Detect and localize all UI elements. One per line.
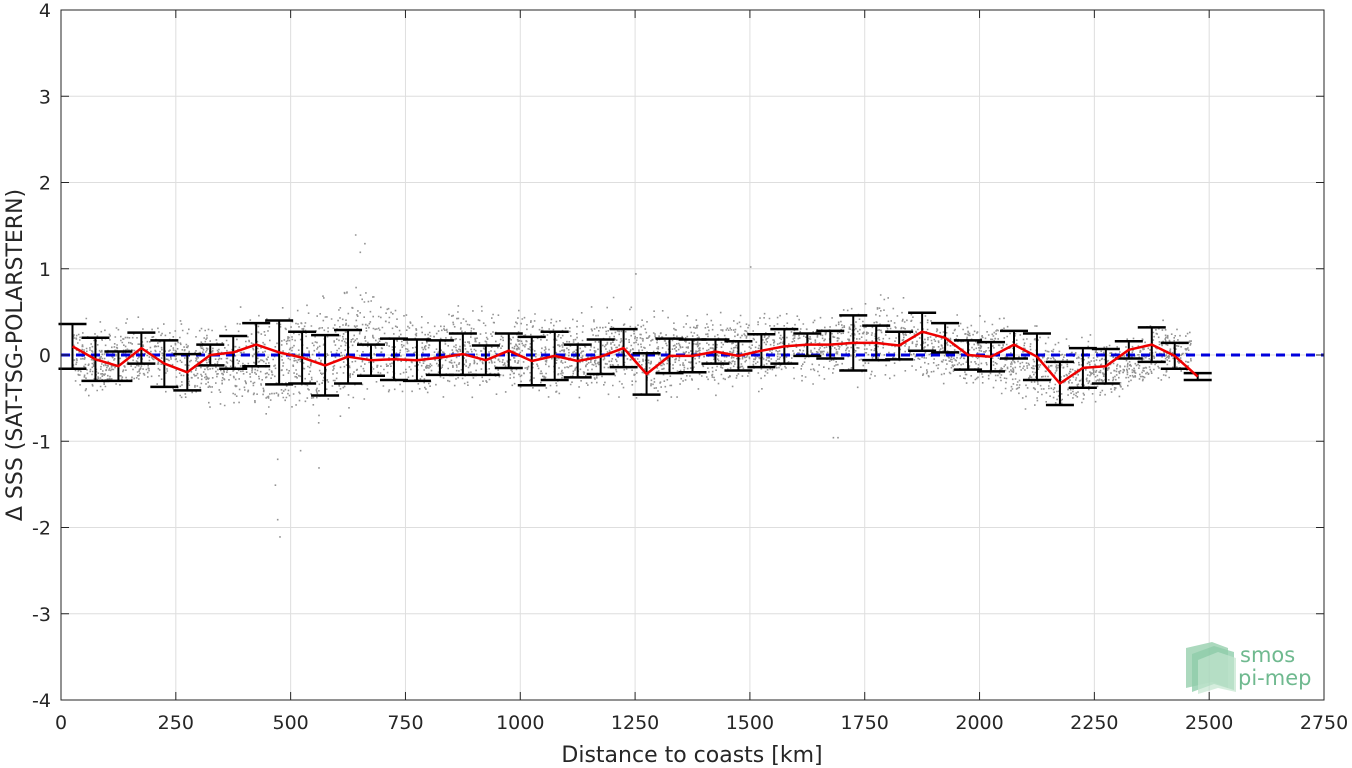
x-tick-label: 2500 bbox=[1185, 712, 1233, 734]
y-tick-label: 0 bbox=[39, 345, 51, 367]
x-tick-label: 1250 bbox=[611, 712, 659, 734]
y-axis-label: Δ SSS (SAT-TSG-POLARSTERN) bbox=[3, 189, 28, 521]
y-axis-ticks: -4 -3 -2 -1 0 1 2 3 4 bbox=[32, 0, 1324, 712]
x-tick-label: 2250 bbox=[1070, 712, 1118, 734]
x-tick-label: 1750 bbox=[841, 712, 889, 734]
error-bar bbox=[58, 322, 87, 371]
logo-waves-icon bbox=[1186, 642, 1236, 694]
y-tick-label: -2 bbox=[32, 518, 51, 540]
y-tick-label: 2 bbox=[39, 173, 51, 195]
x-tick-label: 0 bbox=[55, 712, 67, 734]
y-tick-label: -1 bbox=[32, 431, 51, 453]
y-tick-label: 4 bbox=[39, 0, 51, 22]
x-tick-label: 750 bbox=[387, 712, 423, 734]
x-tick-label: 250 bbox=[158, 712, 194, 734]
x-tick-label: 2750 bbox=[1300, 712, 1348, 734]
x-tick-label: 1500 bbox=[726, 712, 774, 734]
logo-text-pi-mep: pi-mep bbox=[1238, 666, 1311, 690]
mean-line bbox=[71, 330, 1199, 385]
x-tick-label: 2000 bbox=[955, 712, 1003, 734]
y-tick-label: -4 bbox=[32, 690, 51, 712]
y-tick-label: 1 bbox=[39, 259, 51, 281]
smos-pi-mep-logo: smos pi-mep bbox=[1186, 642, 1311, 694]
x-axis-ticks: 0 250 500 750 1000 1250 1500 1750 2000 2250 2500 27… bbox=[55, 10, 1348, 734]
x-tick-label: 1000 bbox=[496, 712, 544, 734]
y-tick-label: -3 bbox=[32, 604, 51, 626]
x-axis-label: Distance to coasts [km] bbox=[561, 743, 822, 768]
logo-text-smos: smos bbox=[1240, 643, 1295, 667]
y-tick-label: 3 bbox=[39, 86, 51, 108]
x-tick-label: 500 bbox=[273, 712, 309, 734]
